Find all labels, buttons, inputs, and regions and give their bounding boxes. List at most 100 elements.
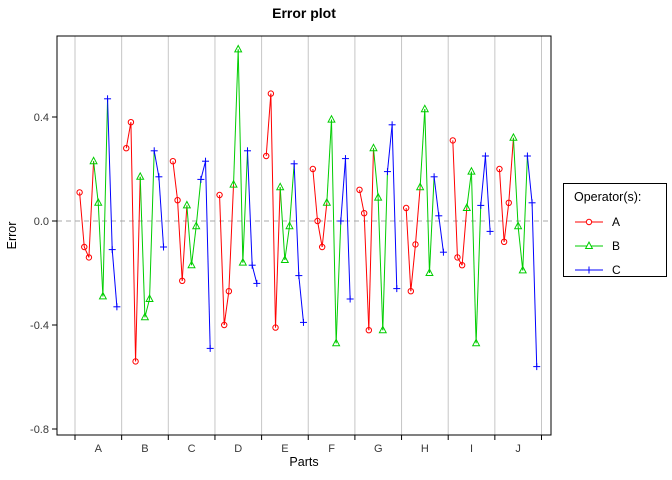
chart-title: Error plot	[272, 5, 336, 21]
series-segment	[517, 226, 524, 271]
series-segment	[475, 205, 482, 344]
data-point-triangle	[327, 114, 336, 123]
series-segment	[172, 161, 179, 201]
series-segment	[177, 200, 183, 281]
series-segment	[317, 220, 323, 248]
data-point-circle	[505, 199, 512, 207]
series-segment	[452, 140, 458, 258]
data-point-triangle	[233, 44, 243, 53]
series-segment	[461, 207, 468, 266]
data-point-triangle	[229, 179, 238, 188]
data-point-triangle	[94, 197, 103, 206]
legend-entry-label: B	[612, 239, 621, 253]
data-point-circle	[132, 358, 139, 365]
y-axis-tick-label: -0.4	[30, 320, 49, 332]
series-segment	[186, 205, 193, 266]
series-segment	[531, 202, 538, 367]
series-segment	[484, 155, 491, 232]
series-segment	[237, 49, 244, 263]
data-point-circle	[402, 204, 410, 212]
series-segment	[251, 265, 258, 284]
data-point-triangle	[98, 291, 108, 300]
data-point-triangle	[378, 325, 388, 334]
data-point-circle	[496, 165, 503, 173]
y-axis-tick-label: 0.4	[34, 112, 49, 124]
legend-title: Operator(s):	[574, 190, 642, 204]
data-point-circle	[85, 254, 93, 261]
series-segment	[228, 184, 235, 292]
data-point-triangle	[471, 338, 481, 347]
series-segment	[191, 226, 197, 266]
series-segment	[79, 192, 85, 248]
legend-entry-label: A	[612, 215, 621, 229]
series-segment	[414, 187, 421, 245]
data-point-circle	[412, 241, 419, 248]
series-segment	[424, 109, 430, 274]
x-axis-category-label: A	[95, 443, 103, 455]
series-segment	[298, 275, 304, 323]
series-segment	[293, 163, 300, 276]
data-point-triangle	[420, 104, 430, 113]
data-point-triangle	[462, 203, 472, 211]
series-segment	[284, 226, 290, 261]
series-segment	[512, 137, 519, 227]
x-axis-category-label: H	[421, 443, 429, 455]
series-segment	[270, 93, 277, 328]
series-segment	[125, 122, 132, 149]
series-segment	[153, 150, 160, 177]
series-segment	[102, 98, 109, 297]
data-point-circle	[500, 238, 508, 246]
series-segment	[526, 155, 533, 203]
data-point-circle	[360, 210, 368, 217]
series-segment	[480, 155, 486, 206]
data-point-triangle	[182, 200, 192, 209]
series-segment	[330, 119, 337, 344]
y-axis-tick-label: -0.8	[30, 424, 49, 436]
data-point-circle	[221, 321, 228, 329]
x-axis-category-label: D	[234, 443, 242, 455]
data-point-circle	[454, 254, 461, 261]
data-point-circle	[225, 288, 233, 295]
data-point-circle	[76, 189, 83, 196]
series-segment	[405, 207, 412, 292]
data-point-triangle	[191, 221, 201, 230]
data-point-circle	[127, 119, 135, 126]
series-segment	[503, 202, 510, 242]
legend-entry-B: B	[574, 234, 666, 258]
data-point-triangle	[415, 182, 425, 191]
series-segment	[522, 155, 528, 271]
series-segment	[265, 93, 272, 157]
series-segment	[410, 244, 416, 292]
series-segment	[242, 150, 249, 263]
data-point-circle	[263, 152, 270, 160]
series-segment	[382, 171, 388, 331]
data-point-circle	[314, 217, 321, 225]
series-segment	[344, 158, 351, 300]
data-point-triangle	[509, 132, 518, 141]
series-segment	[139, 176, 146, 318]
series-segment	[223, 291, 230, 326]
x-axis-category-label: E	[281, 443, 288, 455]
series-segment	[326, 119, 332, 203]
data-point-circle	[216, 191, 223, 199]
series-segment	[335, 220, 342, 344]
x-axis-category-label: J	[515, 443, 521, 455]
series-segment	[359, 189, 365, 214]
series-segment	[340, 158, 346, 222]
series-segment	[363, 213, 370, 331]
series-segment	[428, 176, 435, 274]
data-point-triangle	[467, 166, 476, 175]
data-point-triangle	[140, 312, 150, 321]
data-point-circle	[179, 277, 186, 284]
data-point-circle	[169, 158, 177, 165]
x-axis-title: Parts	[289, 455, 318, 469]
y-axis-title: Error	[5, 222, 19, 250]
data-point-triangle	[425, 268, 434, 276]
series-segment	[289, 163, 295, 227]
series-segment	[205, 161, 211, 349]
data-point-triangle	[285, 221, 294, 230]
